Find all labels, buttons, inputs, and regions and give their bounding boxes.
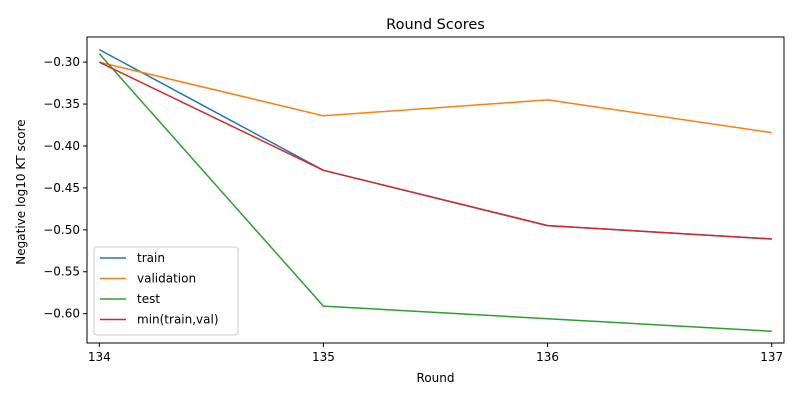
- legend-label: test: [137, 292, 160, 306]
- y-tick-label: −0.45: [43, 181, 80, 195]
- y-tick-label: −0.35: [43, 97, 80, 111]
- x-tick-label: 136: [536, 350, 559, 364]
- series-line-min-train-val-: [98, 61, 772, 240]
- legend-label: train: [137, 251, 165, 265]
- y-tick-label: −0.40: [43, 139, 80, 153]
- legend-frame: [93, 246, 239, 336]
- x-axis-title: Round: [417, 371, 455, 385]
- x-tick-label: 134: [88, 350, 111, 364]
- plot-frame: [86, 36, 785, 344]
- y-tick-label: −0.60: [43, 307, 80, 321]
- series-line-test: [98, 53, 772, 333]
- chart-title: Round Scores: [386, 17, 485, 33]
- legend: train validation test min(train,val): [93, 246, 239, 336]
- y-tick-label: −0.30: [43, 55, 80, 69]
- y-axis-title: Negative log10 KT score: [14, 119, 28, 264]
- plot-area: [98, 48, 772, 333]
- x-axis: 134 135 136 137: [88, 343, 783, 364]
- x-tick-label: 137: [760, 350, 783, 364]
- y-tick-label: −0.55: [43, 265, 80, 279]
- series-line-validation: [99, 61, 772, 134]
- x-tick-label: 135: [312, 350, 335, 364]
- y-tick-label: −0.50: [43, 223, 80, 237]
- legend-label: validation: [137, 272, 196, 286]
- legend-label: min(train,val): [137, 313, 219, 327]
- y-axis: −0.30 −0.35 −0.40 −0.45 −0.50 −0.55 −0.60: [43, 55, 87, 321]
- series-line-train: [98, 48, 772, 240]
